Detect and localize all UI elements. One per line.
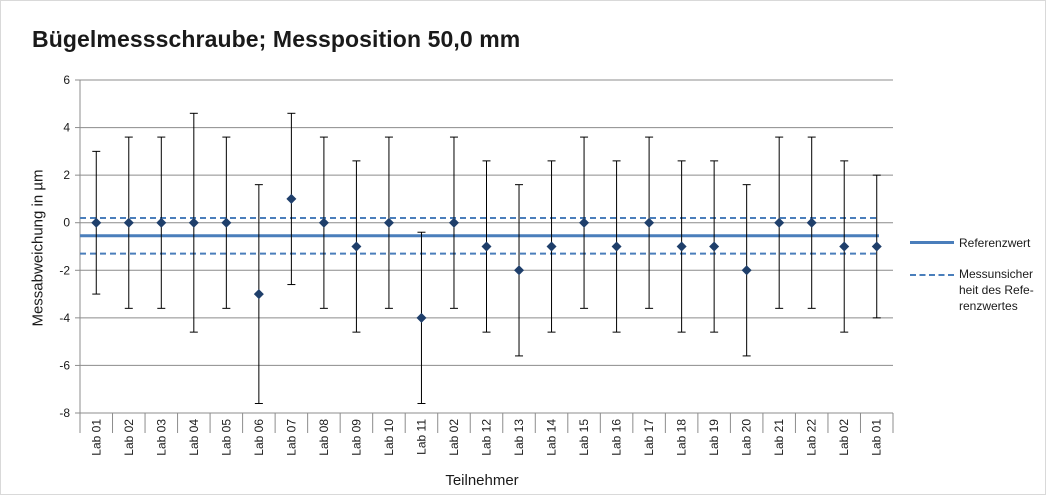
y-tick-label: 0 [63,216,70,230]
data-point [546,241,557,252]
y-tick-label: 2 [63,168,70,182]
data-point [221,217,232,228]
y-tick-labels: 6 4 2 0 -2 -4 -6 -8 [59,73,70,420]
x-tick-label: Lab 15 [577,419,591,456]
data-point [644,217,655,228]
data-point [416,312,427,323]
legend-label-line: heit des Refe- [959,283,1034,297]
x-tick-label: Lab 04 [187,419,201,456]
x-tick-labels: Lab 01 Lab 02 Lab 03 Lab 04 Lab 05 Lab 06 Lab … [89,419,883,456]
x-tick-label: Lab 13 [512,419,526,456]
legend-label-line: renzwertes [959,299,1018,313]
data-point [806,217,817,228]
data-point [383,217,394,228]
data-point [448,217,459,228]
x-tick-label: Lab 09 [349,419,363,456]
y-tick-label: -8 [59,406,70,420]
y-tick-label: 4 [63,121,70,135]
legend-swatch-dashed [910,274,954,276]
x-tick-label: Lab 18 [675,419,689,456]
data-point [839,241,850,252]
y-tick-label: -2 [59,263,70,277]
x-tick-label: Lab 02 [837,419,851,456]
legend-item-reference: Referenzwert [906,232,1046,252]
x-axis-title: Teilnehmer [445,472,519,489]
data-point [156,217,167,228]
y-tick-label: -6 [59,358,70,372]
x-tick-label: Lab 06 [252,419,266,456]
x-tick-label: Lab 03 [154,419,168,456]
data-point [481,241,492,252]
data-point [611,241,622,252]
error-bars [92,112,881,404]
x-tick-label: Lab 14 [545,419,559,456]
data-point [318,217,329,228]
data-points [91,193,882,323]
data-point [286,193,297,204]
data-point [774,217,785,228]
x-tick-label: Lab 17 [642,419,656,456]
data-point [253,289,264,300]
x-tick-label: Lab 12 [480,419,494,456]
legend-label-reference: Referenzwert [959,236,1031,250]
x-tick-label: Lab 22 [805,419,819,456]
data-point [709,241,720,252]
x-tick-label: Lab 07 [284,419,298,456]
x-tick-label: Lab 01 [870,419,884,456]
data-point [676,241,687,252]
y-tick-label: -4 [59,311,70,325]
y-tick-label: 6 [63,73,70,87]
data-point [123,217,134,228]
x-tick-label: Lab 08 [317,419,331,456]
x-tick-label: Lab 10 [382,419,396,456]
chart-title: Bügelmessschraube; Messposition 50,0 mm [32,26,521,52]
x-tick-label: Lab 02 [122,419,136,456]
x-tick-label: Lab 05 [219,419,233,456]
legend-label-uncertainty: Messunsicher heit des Refe- renzwertes [959,266,1034,314]
data-point [741,265,752,276]
gridlines [75,79,894,433]
legend: Referenzwert Messunsicher heit des Refe-… [906,232,1046,326]
data-point [514,265,525,276]
x-tick-label: Lab 01 [89,419,103,456]
x-tick-label: Lab 21 [772,419,786,456]
data-point [351,241,362,252]
data-point [871,241,882,252]
x-tick-label: Lab 19 [707,419,721,456]
legend-label-line: Messunsicher [959,267,1034,281]
x-tick-label: Lab 11 [414,419,428,455]
legend-swatch-solid [910,241,954,244]
data-point [579,217,590,228]
data-point [188,217,199,228]
legend-item-uncertainty: Messunsicher heit des Refe- renzwertes [906,266,1046,326]
x-tick-label: Lab 16 [610,419,624,456]
reference-lines [80,216,879,255]
data-point [91,217,102,228]
x-tick-label: Lab 02 [447,419,461,456]
x-tick-label: Lab 20 [740,419,754,456]
